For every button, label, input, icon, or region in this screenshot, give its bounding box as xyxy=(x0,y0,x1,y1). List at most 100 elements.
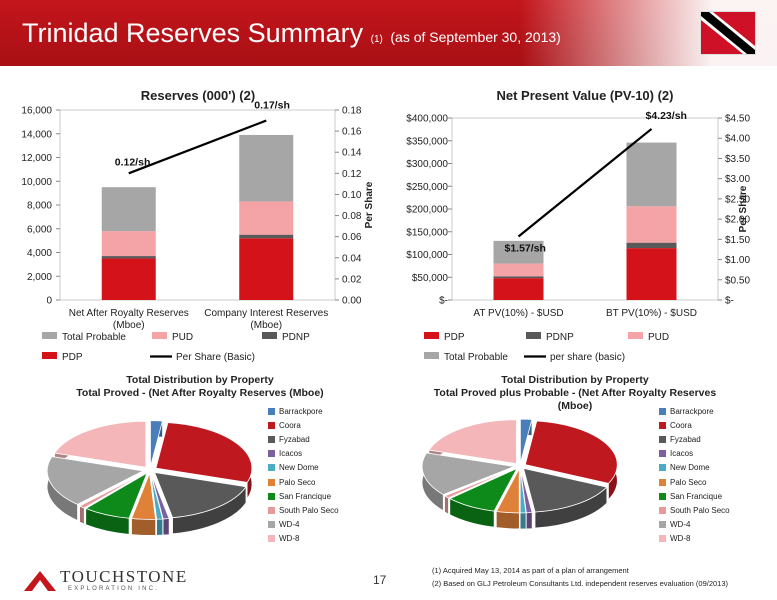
pie1-legend-label: New Dome xyxy=(279,463,319,473)
bar1-plot-area xyxy=(59,109,336,301)
logo-mark-icon xyxy=(24,571,56,591)
slide-title-text: Trinidad Reserves Summary xyxy=(22,18,364,48)
pie1-slice-side xyxy=(162,518,170,536)
pie2-legend-label: WD-8 xyxy=(670,534,691,544)
pie1-legend-swatch xyxy=(268,421,275,429)
pie2-legend-item: San Francique xyxy=(659,489,730,503)
pie2-legend-item: Palo Seco xyxy=(659,475,730,489)
bar2-legend-swatch xyxy=(424,332,439,339)
bar2-legend-label: PUD xyxy=(648,332,669,343)
pie2-legend-item: Barrackpore xyxy=(659,404,730,418)
pie2-legend-swatch xyxy=(659,521,666,529)
bar2-ytick-label: $50,000 xyxy=(412,273,449,284)
bar2-per-share-label: $4.23/sh xyxy=(646,110,687,122)
bar2-ytick-label: $150,000 xyxy=(406,227,448,238)
bar2-ytick-label: $100,000 xyxy=(406,250,448,261)
bar1-y2-label: Per Share xyxy=(364,181,375,228)
bar1-bar-pdp xyxy=(101,258,156,300)
bar1-ytick-label: 4,000 xyxy=(27,248,52,259)
pie2-slice-san-francique xyxy=(448,467,518,512)
bar1-category-label: Net After Royalty Reserves xyxy=(69,308,189,319)
bar1-per-share-line xyxy=(128,119,267,175)
pie2-legend-swatch xyxy=(659,421,666,429)
pie2-legend-label: San Francique xyxy=(670,491,723,501)
slide-title: Trinidad Reserves Summary (1) (as of Sep… xyxy=(22,18,561,49)
bar2-legend-swatch xyxy=(526,332,541,339)
pie2-title: Total Distribution by Property Total Prov… xyxy=(415,374,735,413)
bar1-bar-pdp xyxy=(239,238,294,300)
pie2-slice-side xyxy=(444,495,449,515)
footnote-1: (1) Acquired May 13, 2014 as part of a p… xyxy=(432,566,629,575)
bar2-y2tick-label: $2.00 xyxy=(725,215,750,226)
bar1-ytick-label: 0 xyxy=(46,296,52,307)
pie2-legend-label: New Dome xyxy=(670,463,710,473)
pie2-slice-south-palo-seco xyxy=(443,467,516,499)
pie2-legend-label: Fyzabad xyxy=(670,434,701,444)
bar2-bar-pdnp xyxy=(626,242,677,249)
pie2-legend-swatch xyxy=(659,535,666,543)
bar2-bar-pud xyxy=(493,263,544,277)
bar2-legend-swatch xyxy=(424,352,439,359)
pie2-slice-fyzabad xyxy=(522,467,608,513)
bar1-y2tick-label: 0.14 xyxy=(342,148,362,159)
pie1-legend-item: South Palo Seco xyxy=(268,503,339,517)
pie1-legend-swatch xyxy=(268,435,275,443)
bar1-bar-total-probable xyxy=(101,187,156,232)
bar1-y2tick-label: 0.04 xyxy=(342,253,362,264)
bar1-y2tick-label: 0.08 xyxy=(342,211,362,222)
pie1-slice-fyzabad xyxy=(153,472,247,519)
bar2-ytick-label: $- xyxy=(439,296,448,307)
bar1-ytick-label: 10,000 xyxy=(21,177,52,188)
bar2-legend-label: PDP xyxy=(444,332,465,343)
pie2-legend-item: New Dome xyxy=(659,461,730,475)
bar1-bar-pud xyxy=(239,201,294,235)
pie1-legend-swatch xyxy=(268,450,275,458)
pie1-legend-swatch xyxy=(268,492,275,500)
pie2-legend-label: Palo Seco xyxy=(670,477,707,487)
pie1-slice-new-dome xyxy=(150,473,164,520)
bar1-legend-label: Per Share (Basic) xyxy=(176,352,255,363)
pie1-legend-label: WD-8 xyxy=(279,534,300,544)
bar1-legend-label: PDP xyxy=(62,352,83,363)
logo-tagline: EXPLORATION INC. xyxy=(68,586,160,592)
pie2-slice-coora xyxy=(524,420,618,484)
pie1-title: Total Distribution by Property Total Prov… xyxy=(40,374,360,400)
bar2-bar-pdp xyxy=(493,278,544,300)
pie1-legend-swatch xyxy=(268,521,275,529)
bar1-legend-swatch xyxy=(42,332,57,339)
bar1-bar-total-probable xyxy=(239,134,294,202)
pie1-legend-item: San Francique xyxy=(268,489,339,503)
bar1-legend-swatch xyxy=(42,352,57,359)
bar2-y2tick-label: $0.50 xyxy=(725,275,750,286)
pie1-slice-wd-4 xyxy=(46,456,145,505)
bar1-bar-pud xyxy=(101,231,156,257)
bar2-y2tick-label: $3.50 xyxy=(725,154,750,165)
bar2-bar-total-probable xyxy=(493,240,544,264)
pie2-legend-item: WD-4 xyxy=(659,518,730,532)
bar2-title: Net Present Value (PV-10) (2) xyxy=(496,88,673,103)
bar1-legend-label: PUD xyxy=(172,332,193,343)
bar1-legend-label: Total Probable xyxy=(62,332,126,343)
bar1-ytick-label: 2,000 xyxy=(27,272,52,283)
pie1-slice-wd-8 xyxy=(53,420,147,468)
pie1-legend-label: Barrackpore xyxy=(279,406,323,416)
bar2-category-label: BT PV(10%) - $USD xyxy=(606,308,697,319)
pie2-title-text: Total Distribution by Property Total Prov… xyxy=(433,374,717,412)
pie2-legend: Barrackpore Coora Fyzabad Icacos New Dome Pal… xyxy=(659,404,730,546)
pie2-legend-label: South Palo Seco xyxy=(670,505,730,515)
pie2-chart xyxy=(421,418,618,530)
pie1-slice-coora xyxy=(155,422,253,483)
bar2-per-share-line xyxy=(517,128,653,238)
pie1-legend-item: Barrackpore xyxy=(268,404,339,418)
pie1-legend-item: Coora xyxy=(268,418,339,432)
pie2-slice-side xyxy=(496,511,520,530)
pie2-legend-label: Coora xyxy=(670,420,692,430)
pie1-slice-south-palo-seco xyxy=(78,472,146,509)
bar1-legend-swatch xyxy=(152,332,167,339)
pie1-legend-item: Icacos xyxy=(268,447,339,461)
pie2-legend-item: WD-8 xyxy=(659,532,730,546)
bar1-ytick-label: 6,000 xyxy=(27,224,52,235)
bar2-ytick-label: $400,000 xyxy=(406,114,448,125)
bar2-legend-label: PDNP xyxy=(546,332,574,343)
pie2-slice-barrackpore xyxy=(519,418,533,464)
